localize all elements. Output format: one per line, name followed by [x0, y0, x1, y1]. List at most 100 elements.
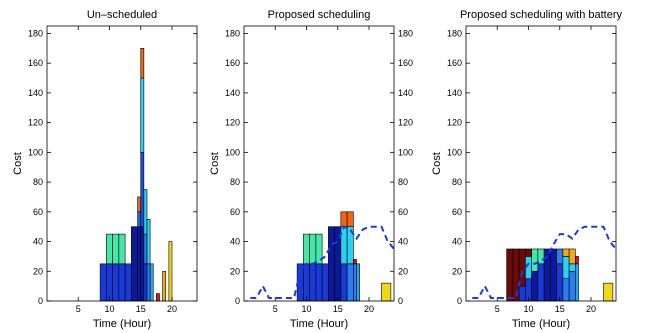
bar-11-segment-1 [568, 270, 576, 302]
chart-panel-3: 0 20 40 60 80 100 120 140 160 180 5 10 15 20 Proposed … [431, 9, 623, 330]
dashed-line-series [250, 225, 395, 299]
x-tick-label: 10 [104, 304, 114, 314]
bar-4-segment-2 [315, 233, 323, 265]
y-tick-label: 120 [28, 118, 43, 128]
x-axis-label: Time (Hour) [512, 318, 570, 330]
y-tick-label: 100 [28, 147, 43, 157]
bar-8-segment-2 [140, 152, 145, 227]
y-tick-label: 40 [452, 237, 462, 247]
bar-11-segment-3 [568, 248, 576, 265]
y-tick-label: 20 [452, 266, 462, 276]
bar-5-segment-1 [321, 263, 329, 302]
y-tick-label: 160 [225, 58, 240, 68]
bar-8-segment-3 [140, 77, 145, 153]
y-tick-label: 0 [38, 296, 43, 306]
y-tick-label: 140 [447, 88, 462, 98]
bar-3-segment-2 [112, 233, 120, 265]
bar-9-segment-1 [556, 263, 564, 302]
bar-10-segment-1 [562, 278, 570, 302]
bar-8-segment-4 [140, 47, 145, 79]
right-y-tick-label: 60 [398, 207, 408, 217]
bar-3-segment-1 [309, 263, 317, 302]
bar-9-segment-2 [556, 248, 564, 265]
bar-11-segment-1 [356, 263, 360, 302]
y-tick-label: 120 [447, 118, 462, 128]
bar-4-segment-1 [118, 263, 126, 302]
y-tick-label: 80 [230, 177, 240, 187]
x-tick-label: 5 [76, 304, 81, 314]
right-y-tick-label: 160 [398, 58, 413, 68]
bar-6-segment-2 [537, 248, 545, 265]
y-tick-label: 20 [230, 266, 240, 276]
bar-10-segment-2 [353, 259, 357, 265]
x-tick-label: 15 [555, 304, 565, 314]
bar-6-segment-1 [328, 226, 335, 302]
y-tick-label: 140 [28, 88, 43, 98]
y-tick-label: 140 [225, 88, 240, 98]
right-y-tick-label: 140 [398, 88, 413, 98]
bar-10-segment-2 [562, 256, 570, 280]
bar-4-segment-1 [315, 263, 323, 302]
bar-6-segment-1 [537, 263, 545, 302]
bar-13-segment-1 [162, 270, 167, 302]
y-tick-label: 100 [447, 147, 462, 157]
bar-12-segment-2 [575, 256, 579, 265]
x-tick-label: 20 [167, 304, 177, 314]
bar-5-segment-2 [531, 248, 539, 272]
x-axis-label: Time (Hour) [93, 318, 151, 330]
y-tick-label: 120 [225, 118, 240, 128]
bar-7-segment-3 [137, 196, 142, 213]
chart-title: Un–scheduled [87, 9, 157, 21]
bar-8-segment-1 [550, 248, 557, 302]
bar-4-segment-3 [525, 248, 532, 257]
bar-2-segment-1 [303, 263, 310, 302]
bar-12-segment-1 [381, 282, 392, 302]
y-tick-label: 160 [447, 58, 462, 68]
x-tick-label: 15 [333, 304, 343, 314]
right-y-tick-label: 80 [398, 177, 408, 187]
y-tick-label: 0 [457, 296, 462, 306]
bar-12-segment-1 [156, 293, 160, 302]
bar-9-segment-1 [346, 263, 354, 302]
bar-3-segment-1 [112, 263, 120, 302]
bar-11-segment-1 [149, 263, 154, 302]
chart-panel-1: 0 20 40 60 80 100 120 140 160 180 5 10 15 20 Un–schedu… [12, 9, 198, 330]
y-tick-label: 60 [33, 207, 43, 217]
bar-10-segment-1 [146, 263, 151, 302]
bar-2-segment-2 [303, 233, 310, 265]
x-axis-label: Time (Hour) [290, 318, 348, 330]
y-tick-label: 60 [230, 207, 240, 217]
y-tick-label: 0 [235, 296, 240, 306]
bar-2-segment-1 [512, 248, 520, 302]
axes-box [243, 25, 395, 302]
right-y-tick-label: 120 [398, 118, 413, 128]
bar-10-segment-1 [353, 263, 357, 302]
x-tick-label: 20 [364, 304, 374, 314]
right-y-tick-label: 180 [398, 28, 413, 38]
bar-9-segment-3 [143, 189, 148, 235]
bar-12-segment-1 [575, 263, 579, 302]
y-tick-label: 180 [28, 28, 43, 38]
right-y-tick-label: 100 [398, 147, 413, 157]
chart-title: Proposed scheduling with battery [460, 9, 623, 21]
bar-3-segment-2 [309, 233, 317, 265]
axes-box [465, 25, 617, 302]
x-tick-label: 10 [301, 304, 311, 314]
chart-panel-2: 0 20 40 60 80 100 120 140 160 180 0 20 40 60 80 100 120 1… [209, 9, 413, 330]
bar-1-segment-1 [99, 263, 107, 302]
bar-6-segment-1 [131, 226, 138, 302]
x-tick-label: 15 [136, 304, 146, 314]
right-y-tick-label: 40 [398, 237, 408, 247]
y-tick-label: 40 [33, 237, 43, 247]
y-axis-label: Cost [12, 152, 24, 175]
bar-9-segment-2 [143, 233, 148, 265]
x-tick-label: 5 [495, 304, 500, 314]
bar-9-segment-3 [346, 211, 354, 227]
bar-2-segment-2 [106, 233, 113, 265]
y-tick-label: 100 [225, 147, 240, 157]
bar-10-segment-2 [146, 218, 151, 265]
x-tick-label: 10 [523, 304, 533, 314]
y-tick-label: 80 [452, 177, 462, 187]
bar-1-segment-1 [506, 248, 514, 302]
